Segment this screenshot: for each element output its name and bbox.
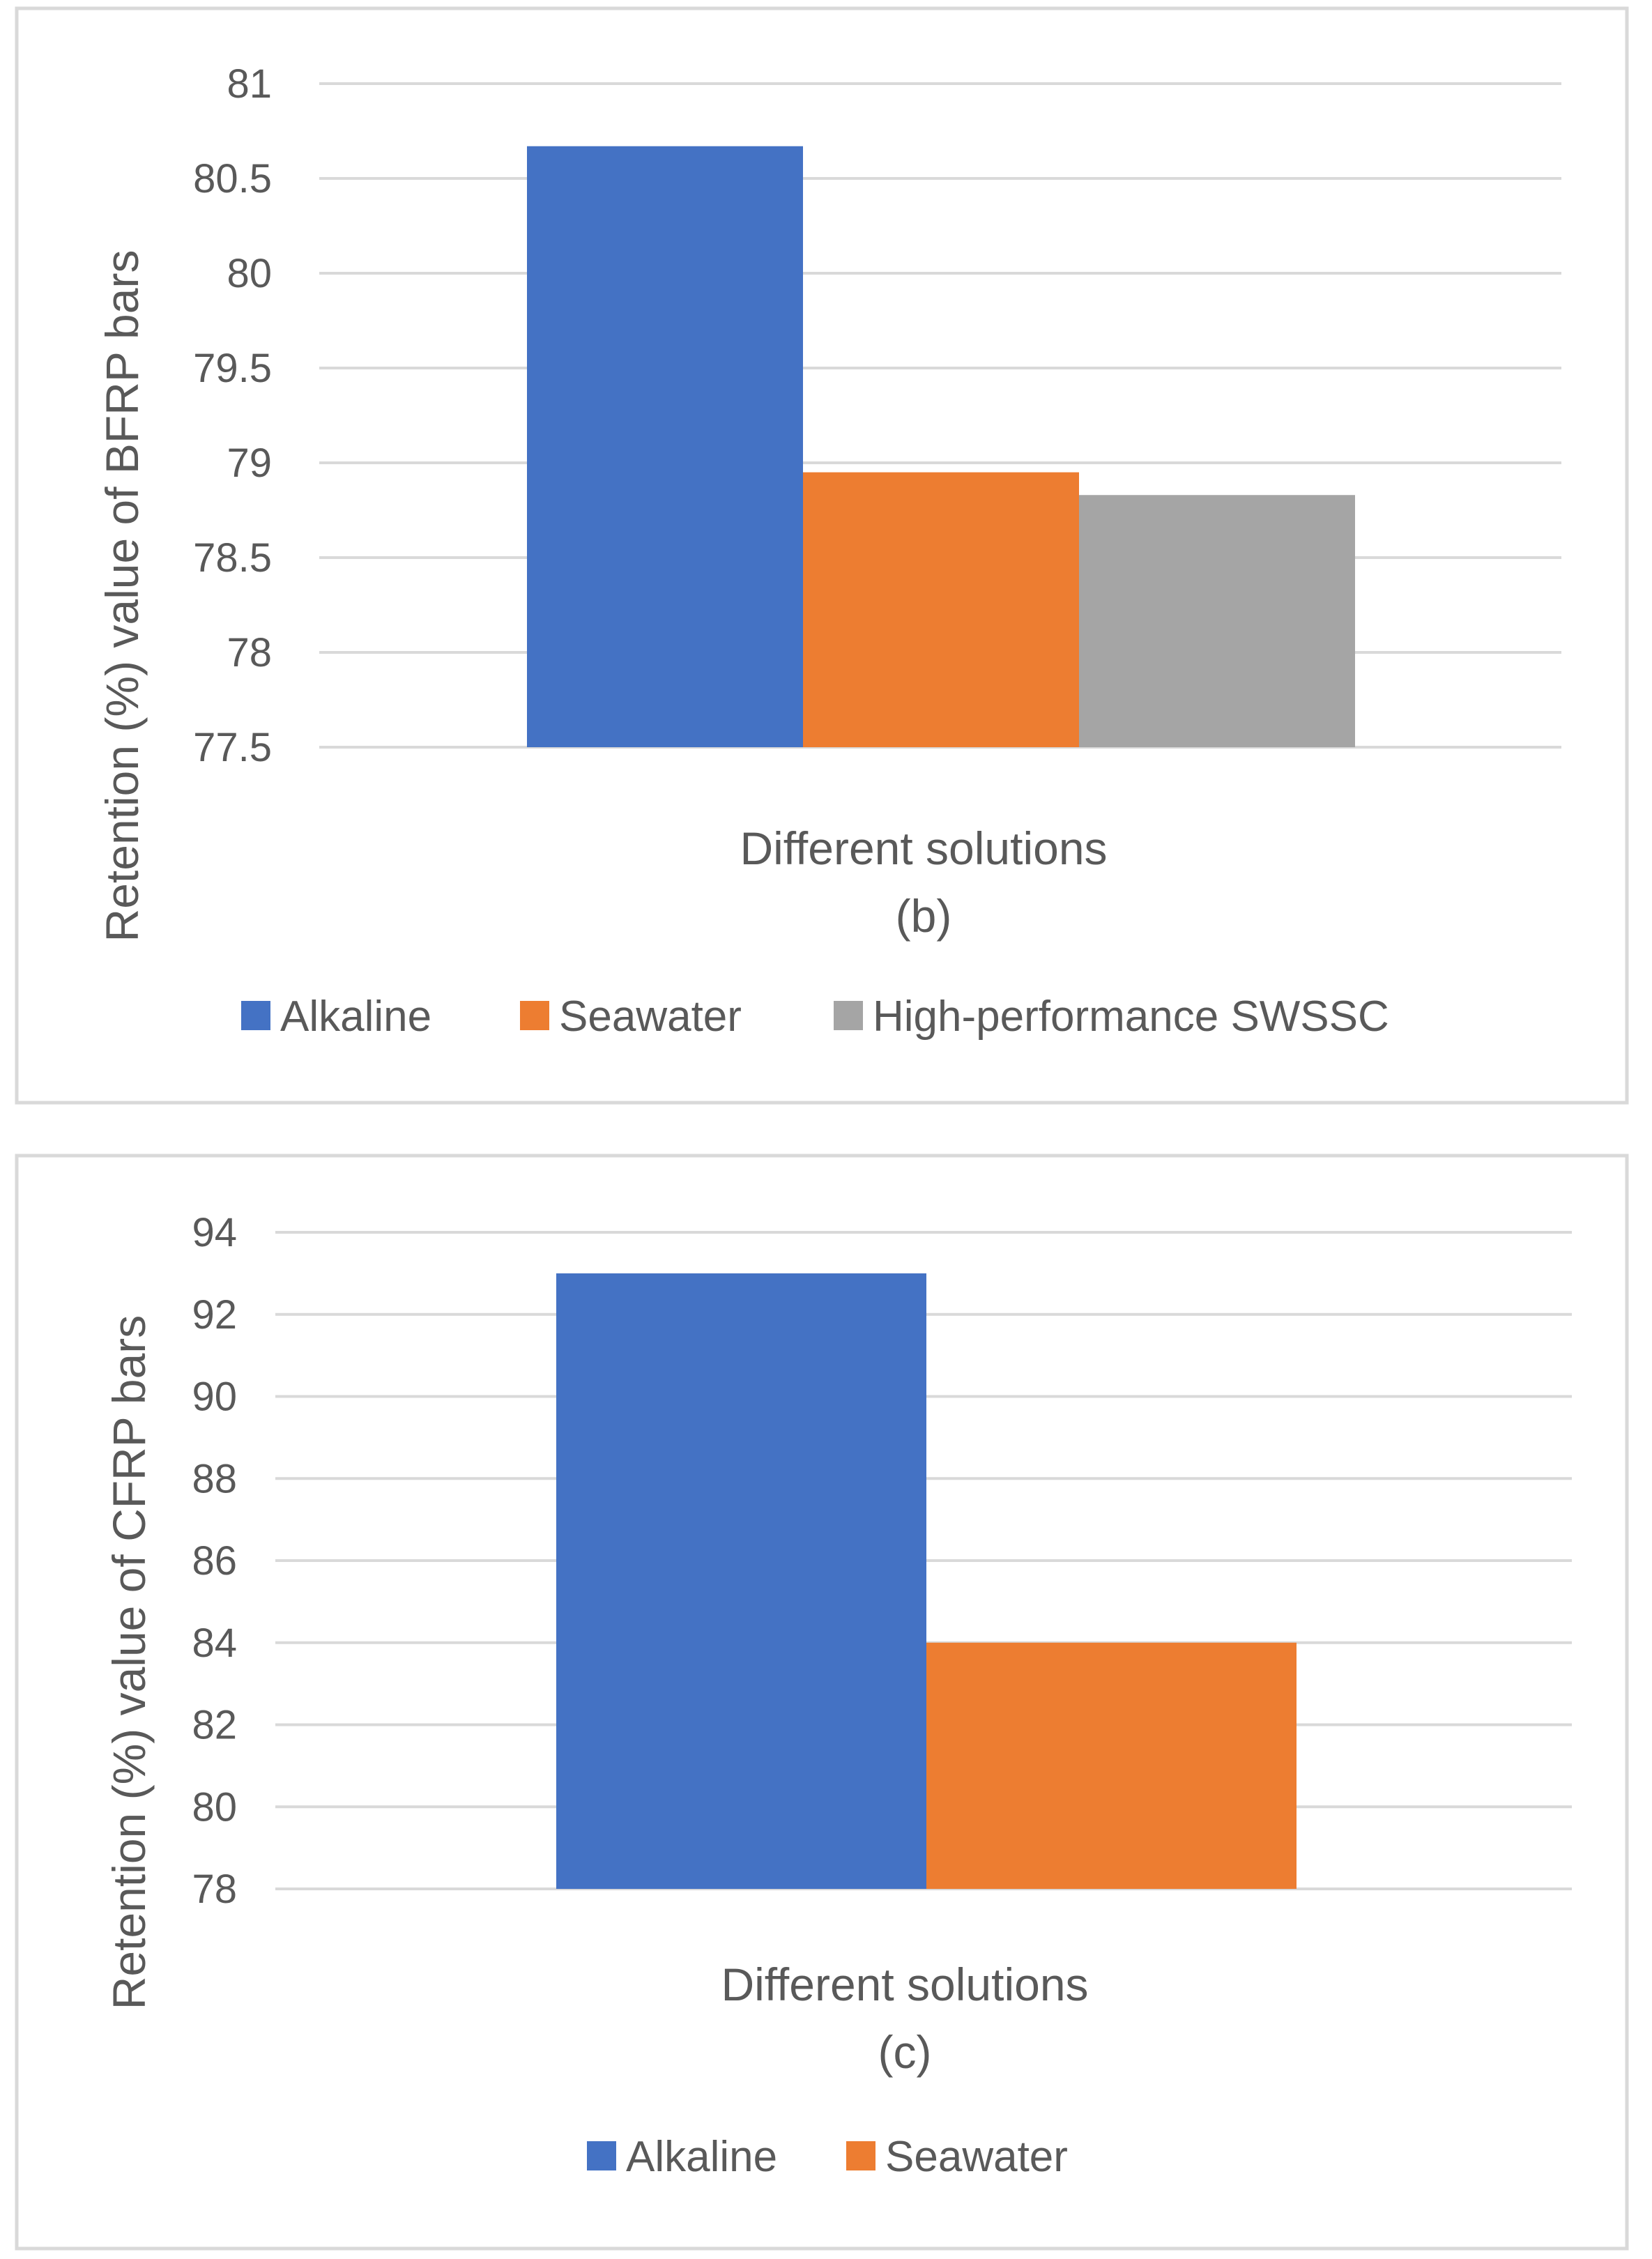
y-tick-label: 84: [192, 1621, 237, 1666]
y-tick-label: 94: [192, 1210, 237, 1255]
bars-c: [556, 1273, 1297, 1889]
y-tick-label: 88: [192, 1456, 237, 1501]
y-tick-label: 79.5: [193, 346, 272, 391]
bars-b: [527, 146, 1355, 747]
y-tick-labels-b: 77.5 78 78.5 79 79.5 80 80.5 81: [193, 61, 272, 770]
y-tick-label: 92: [192, 1292, 237, 1338]
legend-swatch-alkaline-b: [241, 1001, 270, 1030]
bar-seawater: [803, 472, 1079, 747]
legend-b: Alkaline Seawater High-performance SWSSC: [241, 993, 1389, 1041]
y-tick-label: 80.5: [193, 156, 272, 201]
legend-swatch-swssc-b: [834, 1001, 863, 1030]
legend-swatch-seawater-c: [846, 2141, 875, 2170]
y-tick-label: 86: [192, 1538, 237, 1584]
y-axis-title-b: Retention (%) value of BFRP bars: [96, 250, 148, 942]
panel-label-b: (b): [896, 890, 952, 942]
legend-c: Alkaline Seawater: [587, 2133, 1068, 2181]
x-axis-title-b: Different solutions: [740, 822, 1107, 874]
legend-swatch-seawater-b: [520, 1001, 549, 1030]
legend-swatch-alkaline-c: [587, 2141, 616, 2170]
legend-label-seawater-c: Seawater: [885, 2133, 1068, 2181]
y-tick-label: 78: [227, 630, 272, 675]
chart-panel-c: 78 80 82 84 86 88 90 92 94 Different solutions (…: [15, 1154, 1629, 2251]
bar-alkaline: [527, 146, 803, 747]
chart-panel-b: 77.5 78 78.5 79 79.5 80 80.5 81 Different solut…: [15, 6, 1629, 1105]
legend-label-seawater-b: Seawater: [559, 993, 742, 1041]
y-tick-label: 77.5: [193, 725, 272, 770]
legend-label-alkaline-c: Alkaline: [626, 2133, 777, 2181]
y-tick-label: 78.5: [193, 535, 272, 581]
x-axis-title-c: Different solutions: [721, 1959, 1088, 2010]
bar-alkaline: [556, 1273, 926, 1889]
y-tick-label: 78: [192, 1867, 237, 1912]
y-tick-label: 81: [227, 61, 272, 107]
panel-label-c: (c): [878, 2026, 932, 2078]
y-tick-label: 80: [192, 1784, 237, 1830]
y-axis-title-c: Retention (%) value of CFRP bars: [103, 1315, 155, 2010]
legend-label-swssc-b: High-performance SWSSC: [873, 993, 1389, 1041]
y-tick-label: 82: [192, 1703, 237, 1748]
y-tick-label: 90: [192, 1374, 237, 1420]
y-tick-label: 79: [227, 441, 272, 486]
bar-seawater: [926, 1642, 1297, 1889]
y-tick-labels-c: 78 80 82 84 86 88 90 92 94: [192, 1210, 237, 1912]
bar-high-performance-swssc: [1079, 495, 1355, 747]
y-tick-label: 80: [227, 251, 272, 296]
legend-label-alkaline-b: Alkaline: [280, 993, 431, 1041]
